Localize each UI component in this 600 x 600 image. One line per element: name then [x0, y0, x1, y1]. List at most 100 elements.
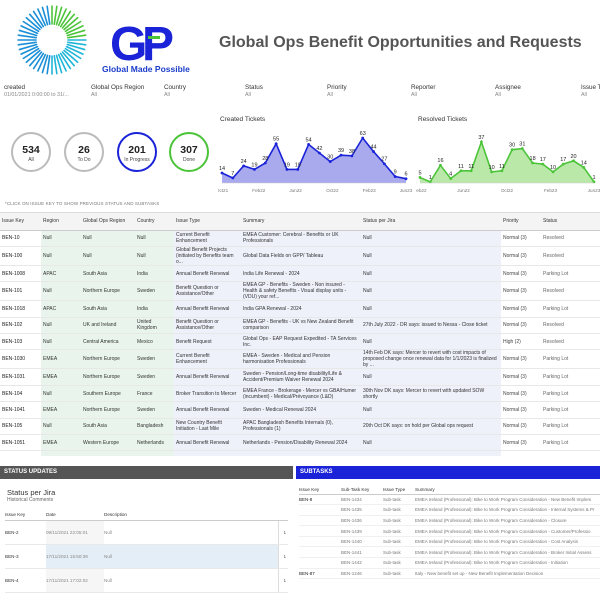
chart-data-label: 42 — [316, 146, 322, 152]
table-row[interactable]: BEN-1442 Sub-task EMEA Ireland (Profession… — [299, 557, 600, 569]
global-ops-region-cell: Null — [81, 450, 135, 456]
table-row[interactable]: BEN-8 BEN-1434 Sub-task EMEA Ireland (Profe… — [299, 494, 600, 506]
table-row[interactable]: BEN-104 Null Southern Europe France Broker T… — [0, 385, 600, 403]
resolved-tickets-chart[interactable]: 5 1 16 4 11 11 37 10 11 30 31 18 17 10 17 20 14 1 Feb22 Jun… — [416, 125, 600, 195]
issue-key-cell[interactable]: BEN-1008 — [0, 265, 41, 283]
column-header[interactable]: Country — [135, 213, 174, 231]
table-row[interactable]: BEN-1436 Sub-task EMEA Ireland (Profession… — [299, 515, 600, 527]
issue-key-cell[interactable]: BEN-100 — [0, 246, 41, 266]
issue-key-cell[interactable]: BEN-1051 — [0, 434, 41, 452]
filter-label: Issue T — [581, 84, 600, 91]
filter-status[interactable]: Status All — [245, 84, 263, 98]
column-header[interactable]: Status — [541, 213, 600, 231]
table-row[interactable]: BEN-1008 APAC South Asia India Annual Benefi… — [0, 265, 600, 283]
column-header[interactable]: Global Ops Region — [81, 213, 135, 231]
issue-key-cell[interactable]: BEN-103 — [0, 333, 41, 351]
chart-data-label: 18 — [530, 156, 536, 162]
created-tickets-chart[interactable]: 14 7 24 19 28 55 19 19 54 42 30 39 38 63 44 27 9 6 Oct21 Fe… — [218, 125, 412, 195]
table-row[interactable]: BEN-4 17/11/2021 17:02:02 Null 1 — [5, 568, 288, 593]
gp-logo: G P — [17, 5, 174, 75]
table-row[interactable]: BEN-10 Null Null Null Current Benefit Enhanc… — [0, 230, 600, 247]
summary-cell: EMEA Ireland (Professional): Bike to Wor… — [415, 494, 600, 506]
kpi-done[interactable]: 307 Done — [169, 132, 209, 172]
table-row[interactable]: BEN-1061North AmericaNullNullAnnual Bene… — [0, 450, 600, 456]
table-row[interactable]: BEN-100 Null Null Null Global Benefit Projec… — [0, 246, 600, 266]
table-row[interactable]: BEN-2 09/11/2021 22:05:01 Null 1 — [5, 520, 288, 545]
filter-global-ops-region[interactable]: Global Ops Region All — [91, 84, 144, 98]
filter-country[interactable]: Country All — [164, 84, 186, 98]
table-row[interactable]: BEN-1030 EMEA Northern Europe Sweden Current… — [0, 349, 600, 370]
issue-key-cell[interactable]: BEN-101 — [0, 281, 41, 302]
page-title: Global Ops Benefit Opportunities and Req… — [219, 34, 582, 51]
kpi-all[interactable]: 534 All — [11, 132, 51, 172]
table-row[interactable]: BEN-1031 EMEA Northern Europe Sweden Annual … — [0, 368, 600, 386]
region-cell: Null — [41, 230, 81, 247]
issue-key-cell[interactable]: BEN-1018 — [0, 300, 41, 318]
column-header[interactable]: Issue Type — [174, 213, 241, 231]
chart-data-label: 54 — [306, 137, 312, 143]
filter-issue-type[interactable]: Issue T All — [581, 84, 600, 98]
filter-value: All — [245, 92, 251, 98]
column-header[interactable]: Region — [41, 213, 81, 231]
global-ops-region-cell: Null — [81, 246, 135, 266]
chart-tick-label: Feb23 — [363, 188, 376, 193]
issue-key-cell[interactable]: BEN-102 — [0, 317, 41, 335]
table-row[interactable]: BEN-1018 APAC South Asia India Annual Benefi… — [0, 300, 600, 318]
table-row[interactable]: BEN-1051 EMEA Western Europe Netherlands Ann… — [0, 434, 600, 452]
table-row[interactable]: BEN-1041 EMEA Northern Europe Sweden Annual … — [0, 401, 600, 419]
status-cell: Resolved — [541, 246, 600, 266]
issues-table-container[interactable]: Issue Key Region Global Ops Region Country I… — [0, 212, 600, 456]
priority-cell: Normal (3) — [501, 418, 541, 436]
count-cell: 1 — [277, 520, 288, 545]
priority-cell: Normal (3) — [501, 368, 541, 386]
subtasks-header-row: Issue Key Sub-Task Key Issue Type Summary — [299, 485, 600, 495]
table-row[interactable]: BEN-1440 Sub-task EMEA Ireland (Profession… — [299, 536, 600, 548]
table-row[interactable]: BEN-1439 Sub-task EMEA Ireland (Profession… — [299, 525, 600, 537]
filter-value: All — [495, 92, 501, 98]
global-ops-region-cell: South Asia — [81, 418, 135, 436]
kpi-to-do[interactable]: 26 To Do — [64, 132, 104, 172]
table-row[interactable]: BEN-101 Null Northern Europe Sweden Benefit … — [0, 281, 600, 302]
chart-point — [469, 169, 473, 173]
kpi-label: To Do — [77, 157, 91, 163]
column-header[interactable]: Summary — [241, 213, 361, 231]
filter-created[interactable]: created 01/01/2021 0:00:00 to 31/... — [4, 84, 69, 98]
issue-key-cell[interactable]: BEN-105 — [0, 418, 41, 436]
filter-label: Country — [164, 84, 187, 91]
column-header[interactable]: Priority — [501, 213, 541, 231]
issue-type-cell: Sub-task — [383, 494, 415, 506]
kpi-in-progress[interactable]: 201 In Progress — [117, 132, 157, 172]
chart-point — [551, 170, 555, 174]
table-row[interactable]: BEN-87 BEN-1246 Sub-task Italy - New benefi… — [299, 568, 600, 580]
filter-priority[interactable]: Priority All — [327, 84, 347, 98]
table-row[interactable]: BEN-105 Null South Asia Bangladesh New Count… — [0, 418, 600, 436]
table-row[interactable]: BEN-1435 Sub-task EMEA Ireland (Profession… — [299, 504, 600, 516]
issue-key-cell[interactable]: BEN-1030 — [0, 349, 41, 370]
filter-reporter[interactable]: Reporter All — [411, 84, 436, 98]
issue-key-cell[interactable]: BEN-104 — [0, 385, 41, 403]
country-cell: Null — [135, 246, 174, 266]
date-cell: 17/11/2021 15:50:39 — [46, 544, 104, 569]
issue-key-cell[interactable]: BEN-1041 — [0, 401, 41, 419]
filter-assignee[interactable]: Assignee All — [495, 84, 521, 98]
issue-key-cell[interactable]: BEN-1061 — [0, 450, 41, 456]
chart-data-label: 20 — [570, 154, 576, 160]
column-header[interactable]: Issue Key — [0, 213, 41, 231]
chart-data-label: 30 — [509, 143, 515, 149]
header: G P Global Made Possible Global Ops Bene… — [0, 0, 600, 82]
jira-status-cell: Null — [361, 300, 501, 318]
chart-point — [372, 150, 375, 153]
table-row[interactable]: BEN-103 Null Central America Mexico Benefit … — [0, 333, 600, 351]
issue-key-cell[interactable]: BEN-1031 — [0, 368, 41, 386]
status-cell: Parking Lot — [541, 434, 600, 452]
column-header[interactable]: Status per Jira — [361, 213, 501, 231]
summary-cell: Netherlands - Pension/Disability Renewal… — [241, 434, 361, 452]
region-cell: APAC — [41, 265, 81, 283]
table-row[interactable]: BEN-102 Null UK and Ireland United Kingdom B… — [0, 317, 600, 335]
table-row[interactable]: BEN-1441 Sub-task EMEA Ireland (Profession… — [299, 546, 600, 559]
subtask-key-cell: BEN-1246 — [341, 568, 383, 580]
chart-point — [439, 163, 442, 167]
issue-key-cell[interactable]: BEN-10 — [0, 230, 41, 247]
status-updates-header: STATUS UPDATES — [0, 466, 293, 479]
table-row[interactable]: BEN-3 17/11/2021 15:50:39 Null 1 — [5, 544, 288, 569]
